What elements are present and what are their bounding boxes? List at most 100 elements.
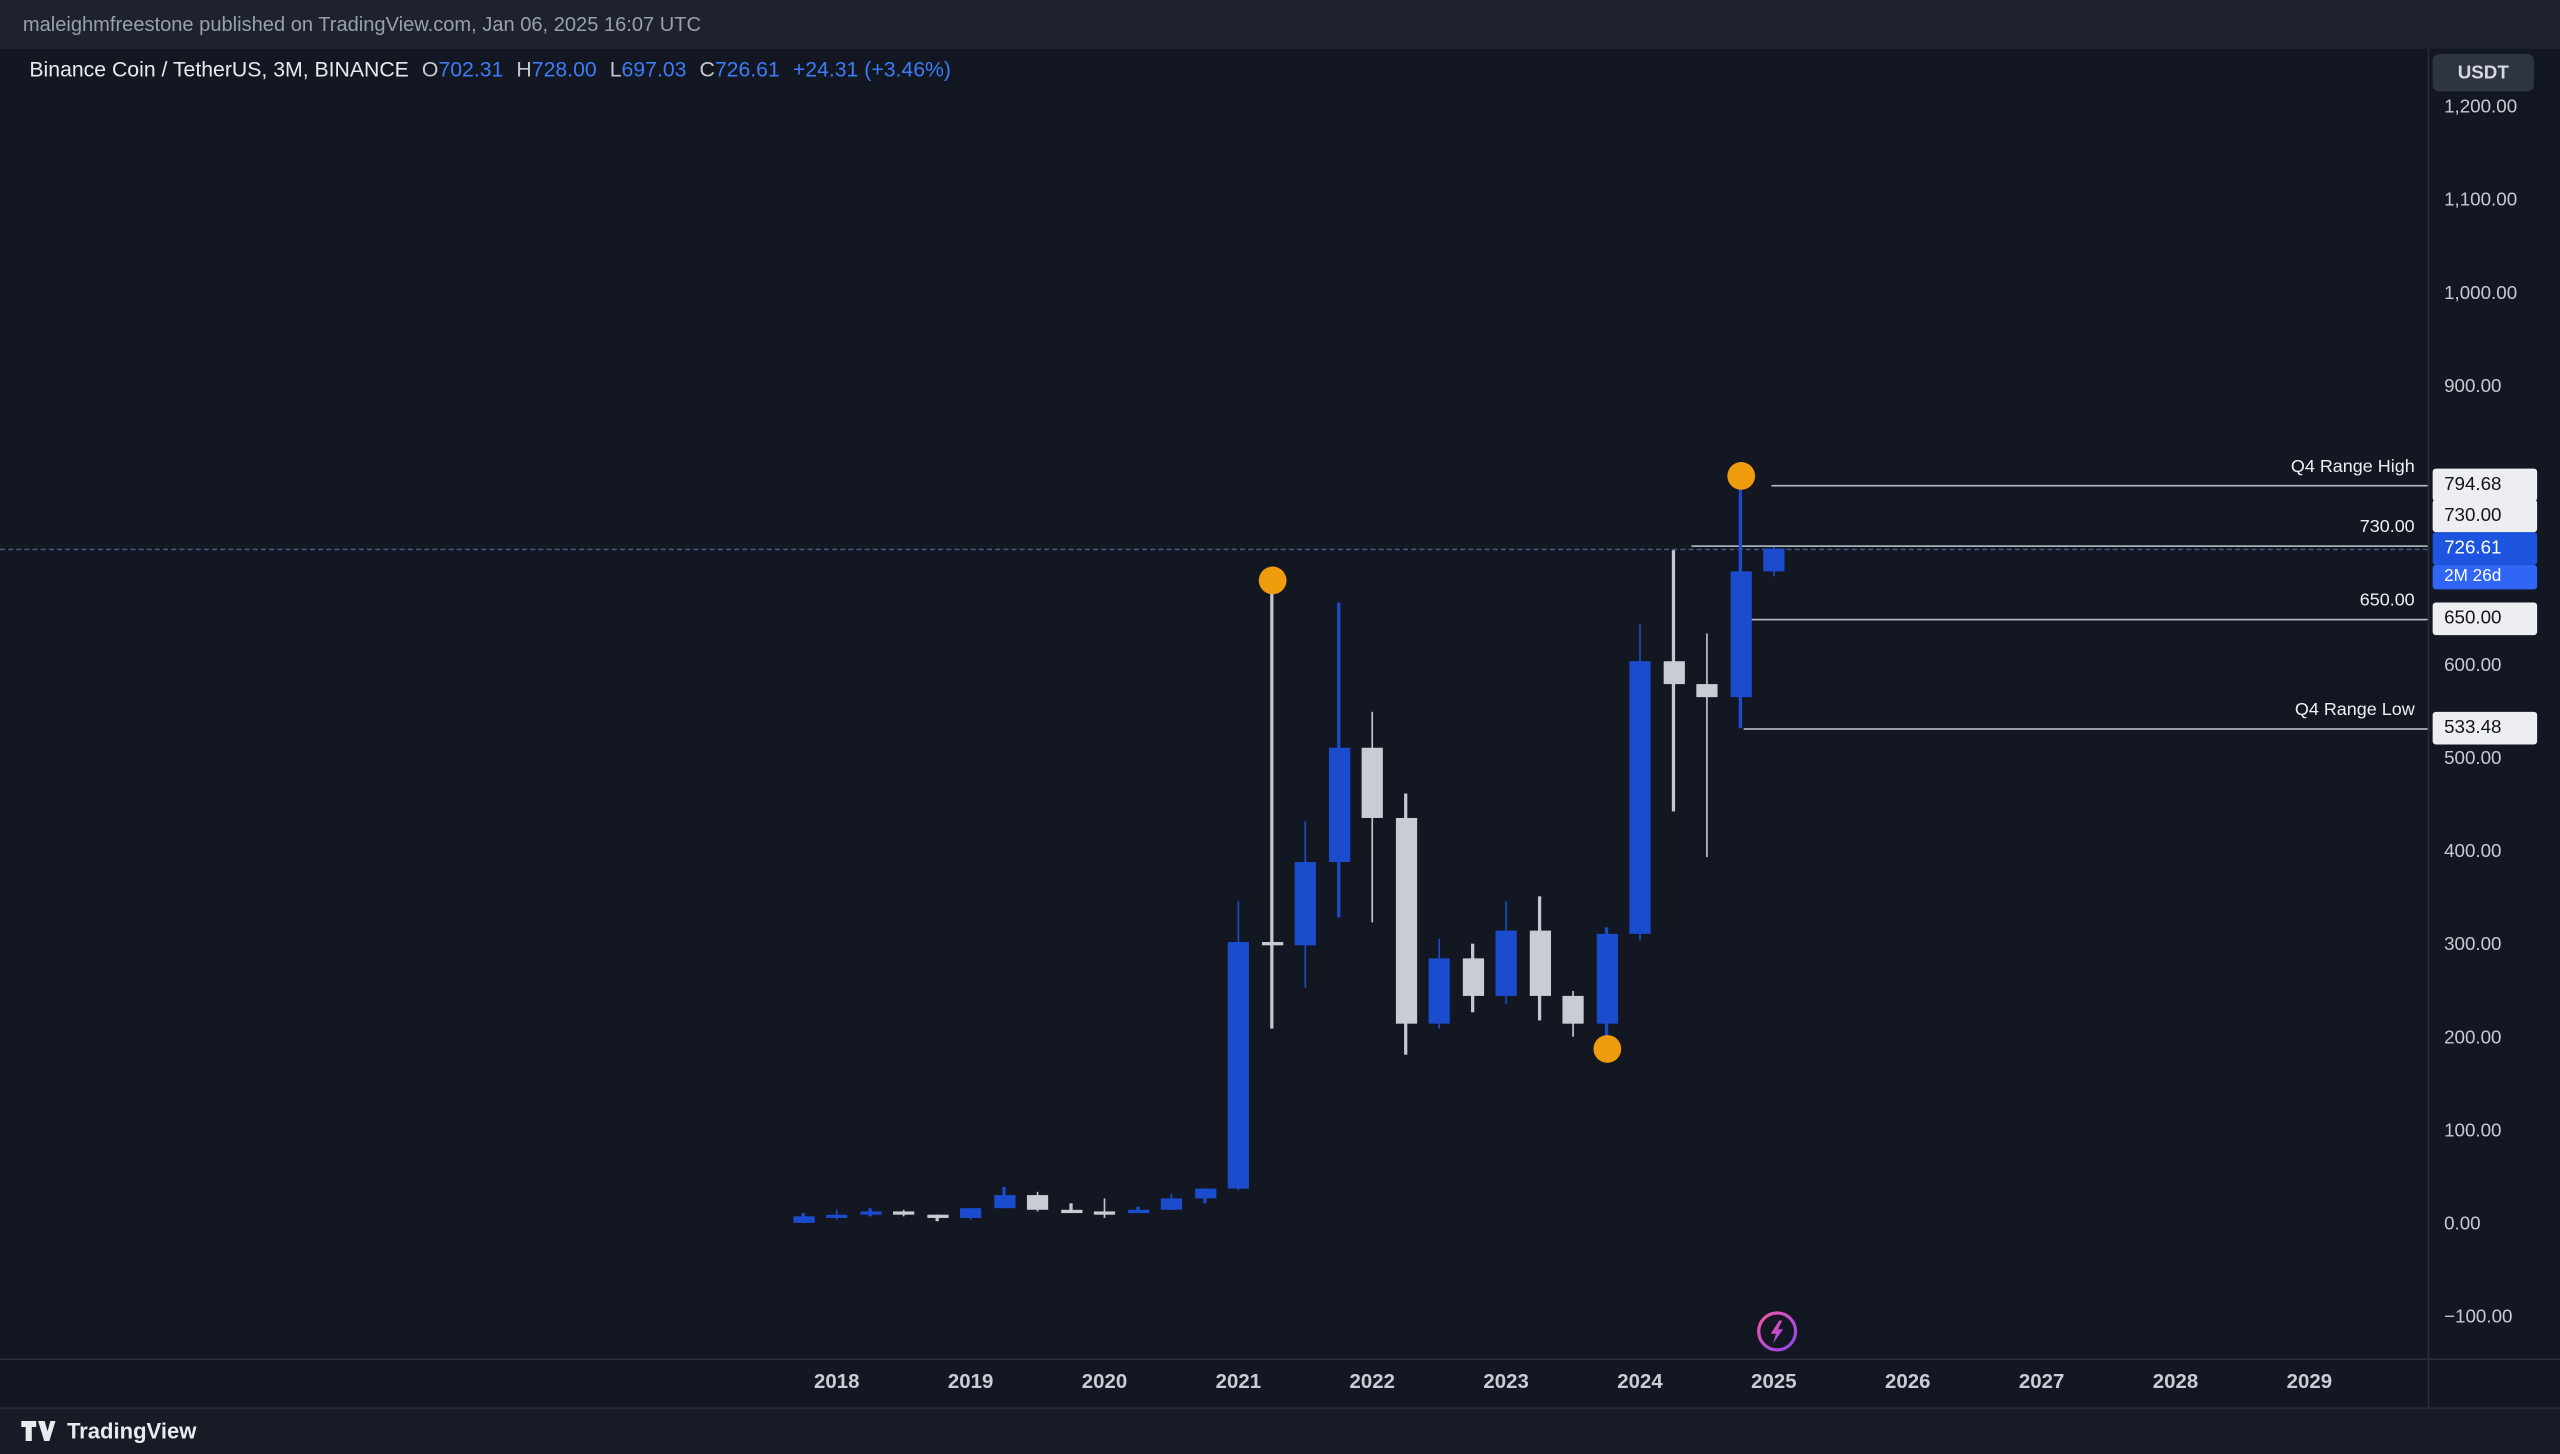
- publish-info-text: maleighmfreestone published on TradingVi…: [22, 13, 702, 36]
- price-tick-label: 300.00: [2444, 935, 2502, 955]
- current-price-line: [0, 548, 2428, 550]
- candle-wick: [1270, 580, 1274, 1028]
- time-axis-year-label: 2024: [1617, 1369, 1663, 1393]
- candle: [1395, 817, 1417, 1024]
- price-tick-label: 900.00: [2444, 376, 2502, 397]
- candle: [1194, 1189, 1216, 1200]
- level-line-label: Q4 Range High: [2290, 457, 2415, 477]
- candle: [1662, 661, 1685, 685]
- candle: [1562, 996, 1584, 1025]
- last-price-tag: 726.61: [2432, 531, 2538, 565]
- symbol-legend: Binance Coin / TetherUS, 3M, BINANCE O70…: [29, 57, 951, 81]
- price-tick-label: 600.00: [2444, 656, 2502, 676]
- chart-pane[interactable]: Binance Coin / TetherUS, 3M, BINANCE O70…: [0, 49, 2428, 1358]
- time-axis-year-label: 2029: [2286, 1369, 2333, 1393]
- price-level-tag: 533.48: [2432, 711, 2538, 745]
- candle: [959, 1208, 982, 1219]
- time-axis-year-label: 2019: [947, 1369, 994, 1393]
- ohlc-high: H728.00: [516, 57, 596, 81]
- candle: [1026, 1194, 1049, 1210]
- time-axis-year-label: 2023: [1483, 1369, 1529, 1393]
- close-label: C: [699, 57, 715, 82]
- low-value: 697.03: [621, 57, 687, 82]
- tradingview-logo-link[interactable]: TradingView: [21, 1419, 197, 1444]
- candle-wick: [1705, 633, 1709, 857]
- candle: [1160, 1199, 1183, 1210]
- high-label: H: [516, 57, 532, 82]
- price-level-tag: 650.00: [2432, 603, 2538, 636]
- price-tick-label: 1,000.00: [2444, 283, 2518, 304]
- time-axis-year-label: 2022: [1349, 1369, 1395, 1393]
- flash-reaction-icon[interactable]: [1755, 1309, 1799, 1353]
- candle: [1294, 861, 1316, 946]
- candle: [893, 1210, 915, 1216]
- ohlc-close: C726.61: [700, 57, 780, 81]
- level-line: [1750, 619, 2428, 622]
- level-line: [1691, 544, 2428, 547]
- circle-marker: [1726, 461, 1755, 490]
- candle: [993, 1194, 1015, 1209]
- bar-countdown-tag: 2M 26d: [2432, 564, 2538, 589]
- price-tick-label: 1,200.00: [2444, 97, 2518, 118]
- time-axis-year-label: 2018: [814, 1369, 860, 1393]
- low-label: L: [609, 57, 622, 82]
- circle-marker: [1257, 566, 1286, 595]
- tradingview-logo-icon: [21, 1421, 56, 1442]
- candle: [826, 1214, 848, 1218]
- candle-wick: [1103, 1198, 1106, 1219]
- open-value: 702.31: [438, 57, 504, 82]
- time-axis-year-label: 2021: [1215, 1369, 1262, 1393]
- candle: [1696, 684, 1718, 698]
- level-line-label: 730.00: [2359, 517, 2415, 537]
- symbol-title[interactable]: Binance Coin / TetherUS, 3M, BINANCE: [29, 57, 409, 82]
- candle: [926, 1215, 948, 1219]
- footer-bar: TradingView: [0, 1407, 2560, 1454]
- ohlc-open: O702.31: [422, 57, 503, 81]
- currency-button[interactable]: USDT: [2432, 53, 2534, 92]
- price-level-tag: 730.00: [2432, 499, 2538, 532]
- level-line: [1743, 727, 2428, 730]
- candle: [1127, 1209, 1149, 1214]
- level-line: [1771, 484, 2428, 487]
- open-label: O: [421, 57, 439, 82]
- candle: [1462, 959, 1484, 996]
- time-axis-year-label: 2020: [1081, 1369, 1128, 1393]
- ohlc-low: L697.03: [610, 57, 687, 81]
- candle: [792, 1215, 814, 1223]
- time-axis-year-label: 2026: [1885, 1369, 1931, 1393]
- price-tick-label: 500.00: [2444, 749, 2502, 769]
- candle: [1328, 746, 1350, 862]
- price-tick-label: 400.00: [2444, 842, 2502, 862]
- change-value: +24.31 (+3.46%): [792, 57, 951, 82]
- publish-bar: maleighmfreestone published on TradingVi…: [0, 0, 2560, 49]
- price-tick-label: 1,100.00: [2444, 190, 2518, 211]
- candle: [1361, 746, 1383, 818]
- candle-wick: [1069, 1202, 1073, 1213]
- candle: [1261, 942, 1283, 946]
- time-axis[interactable]: 2018 2019 2020 2021 2022 2023 2024 2025 2026 2027…: [0, 1358, 2560, 1407]
- price-tick-label: 200.00: [2444, 1028, 2502, 1049]
- time-axis-year-label: 2025: [1751, 1369, 1797, 1393]
- price-tick-label: −100.00: [2444, 1307, 2513, 1328]
- chart-container: Binance Coin / TetherUS, 3M, BINANCE O70…: [0, 48, 2560, 1408]
- level-line-label: Q4 Range Low: [2294, 700, 2415, 720]
- price-axis[interactable]: USDT 794.68 730.00 650.00 533.48 1,200.00 1,1…: [2427, 48, 2560, 1408]
- close-value: 726.61: [714, 57, 780, 82]
- candle: [1629, 661, 1651, 934]
- candle: [1227, 942, 1249, 1190]
- candle: [1763, 548, 1785, 571]
- high-value: 728.00: [531, 57, 597, 82]
- candle: [1093, 1211, 1116, 1215]
- time-axis-year-label: 2027: [2018, 1369, 2065, 1393]
- tradingview-logo-text: TradingView: [66, 1419, 197, 1444]
- price-tick-label: 100.00: [2444, 1121, 2502, 1142]
- candle: [859, 1210, 881, 1215]
- candle: [1595, 933, 1618, 1025]
- candle: [1528, 931, 1551, 997]
- candle: [1729, 570, 1752, 698]
- level-line-label: 650.00: [2359, 591, 2415, 612]
- time-axis-year-label: 2028: [2152, 1369, 2199, 1393]
- circle-marker: [1592, 1035, 1621, 1064]
- price-level-tag: 794.68: [2432, 468, 2538, 502]
